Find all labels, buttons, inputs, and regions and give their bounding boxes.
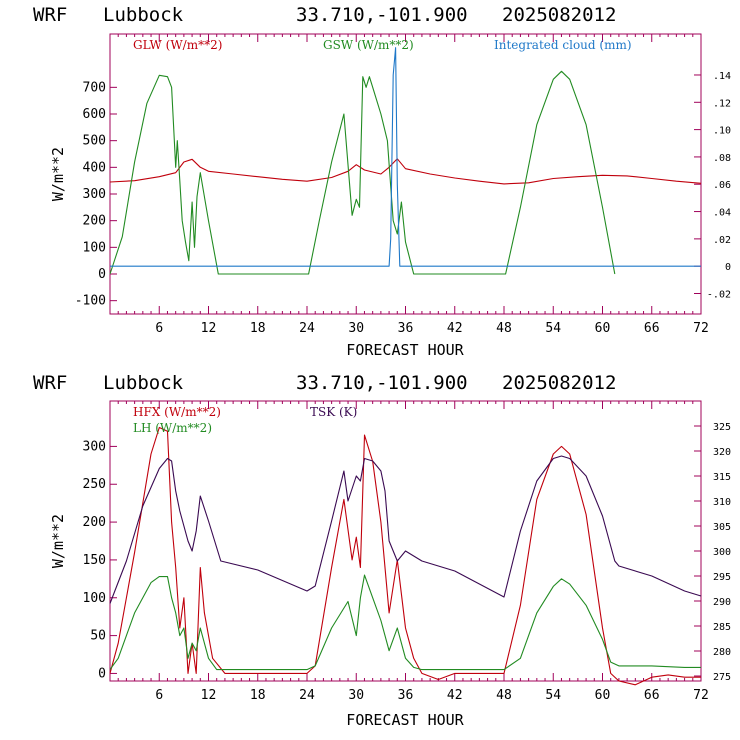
- y2-tick-label: .10: [713, 126, 731, 137]
- x-axis-label: FORECAST HOUR: [346, 341, 464, 359]
- y2-tick-label: 305: [713, 522, 731, 533]
- y-tick-label: 600: [83, 107, 106, 122]
- x-axis: 6 12 18 24 30 36 42 48 54 60 66 72: [117, 34, 709, 336]
- y-tick-label: 0: [98, 267, 106, 282]
- y2-tick-label: 315: [713, 472, 731, 483]
- x-axis: 6 12 18 24 30 36 42 48 54 60 66 72: [117, 401, 709, 703]
- x-tick-label: 12: [201, 688, 217, 703]
- header-model: WRF: [33, 4, 67, 26]
- x-tick-label: 6: [155, 688, 163, 703]
- y-axis-label: W/m**2: [49, 514, 67, 568]
- legend-hfx: HFX (W/m**2): [133, 405, 221, 419]
- x-tick-label: 48: [496, 321, 512, 336]
- header-top: WRF Lubbock 33.710,-101.900 2025082012: [33, 4, 616, 26]
- y2-tick-label: 325: [713, 422, 731, 433]
- y-tick-label: 300: [83, 187, 106, 202]
- y-tick-label: 500: [83, 134, 106, 149]
- y2-tick-label: .14: [713, 71, 731, 82]
- legend-lh: LH (W/m**2): [133, 421, 212, 435]
- y2-tick-label: -.02: [707, 290, 731, 301]
- x-tick-label: 72: [693, 321, 709, 336]
- x-tick-label: 72: [693, 688, 709, 703]
- y2-tick-label: 320: [713, 447, 731, 458]
- x-tick-label: 60: [595, 688, 611, 703]
- header-bottom: WRF Lubbock 33.710,-101.900 2025082012: [33, 372, 616, 394]
- header-init: 2025082012: [502, 372, 616, 394]
- series-group: [109, 47, 702, 275]
- x-tick-label: 18: [250, 321, 266, 336]
- y2-tick-label: 285: [713, 622, 731, 633]
- x-tick-label: 36: [398, 321, 414, 336]
- x-tick-label: 54: [545, 321, 561, 336]
- y-tick-label: -100: [75, 294, 106, 309]
- header-init: 2025082012: [502, 4, 616, 26]
- y2-tick-label: .08: [713, 153, 731, 164]
- series-group: [109, 426, 702, 686]
- x-tick-label: 66: [644, 321, 660, 336]
- y2-tick-label: 295: [713, 572, 731, 583]
- header-model: WRF: [33, 372, 67, 394]
- plot-frame: [109, 33, 702, 315]
- chart-top: 6 12 18 24 30 36 42 48 54 60 66 72 -100 0 100 200 300 40…: [49, 33, 731, 359]
- y-tick-label: 0: [98, 666, 106, 681]
- y-tick-label: 200: [83, 214, 106, 229]
- y2-tick-label: 310: [713, 497, 731, 508]
- legend-gsw: GSW (W/m**2): [323, 38, 414, 52]
- y-tick-label: 100: [83, 591, 106, 606]
- y2-tick-label: 275: [713, 672, 731, 683]
- x-tick-label: 30: [348, 688, 364, 703]
- x-tick-label: 30: [348, 321, 364, 336]
- series-line-hfx: [109, 426, 701, 686]
- chart-bottom: 6 12 18 24 30 36 42 48 54 60 66 72 0 50 100 150 200 250 3…: [49, 400, 731, 729]
- x-tick-label: 60: [595, 321, 611, 336]
- x-tick-label: 18: [250, 688, 266, 703]
- y-tick-label: 100: [83, 240, 106, 255]
- header-station: Lubbock: [103, 4, 184, 26]
- y-tick-label: 50: [90, 629, 106, 644]
- y2-tick-label: 0: [725, 262, 731, 273]
- y-tick-label: 400: [83, 160, 106, 175]
- y-tick-label: 700: [83, 80, 106, 95]
- y-tick-label: 200: [83, 515, 106, 530]
- y2-tick-label: 300: [713, 547, 731, 558]
- header-station: Lubbock: [103, 372, 184, 394]
- x-tick-label: 66: [644, 688, 660, 703]
- y-axis-left: 0 50 100 150 200 250 300: [83, 439, 117, 681]
- x-tick-label: 54: [545, 688, 561, 703]
- header-coords: 33.710,-101.900: [296, 4, 468, 26]
- x-tick-label: 24: [299, 321, 315, 336]
- y-axis-right: 275 280 285 290 295 300 305 310 315 320 325: [694, 422, 731, 683]
- y-axis-right: -.02 0 .02 .04 .06 .08 .10 .12 .14: [694, 71, 731, 301]
- series-line-lh: [109, 574, 701, 671]
- x-tick-label: 6: [155, 321, 163, 336]
- series-line-gsw: [109, 70, 616, 275]
- header-coords: 33.710,-101.900: [296, 372, 468, 394]
- x-tick-label: 48: [496, 688, 512, 703]
- series-line-tsk: [109, 455, 702, 604]
- x-tick-label: 12: [201, 321, 217, 336]
- y-tick-label: 250: [83, 477, 106, 492]
- x-axis-label: FORECAST HOUR: [346, 711, 464, 729]
- y2-tick-label: .02: [713, 235, 731, 246]
- x-tick-label: 36: [398, 688, 414, 703]
- series-line-glw: [109, 158, 702, 185]
- y2-tick-label: .12: [713, 98, 731, 109]
- y2-tick-label: .04: [713, 208, 731, 219]
- legend-tsk: TSK (K): [310, 405, 357, 419]
- y-axis-label: W/m**2: [49, 147, 67, 201]
- series-line-integrated: [110, 47, 701, 267]
- y2-tick-label: 280: [713, 647, 731, 658]
- x-tick-label: 42: [447, 688, 463, 703]
- y2-tick-label: .06: [713, 180, 731, 191]
- y-tick-label: 150: [83, 553, 106, 568]
- legend-glw: GLW (W/m**2): [133, 38, 222, 52]
- x-tick-label: 42: [447, 321, 463, 336]
- y-tick-label: 300: [83, 439, 106, 454]
- y2-tick-label: 290: [713, 597, 731, 608]
- legend-cloud: Integrated cloud (mm): [494, 38, 632, 52]
- x-tick-label: 24: [299, 688, 315, 703]
- y-axis-left: -100 0 100 200 300 400 500 600 700: [75, 80, 117, 309]
